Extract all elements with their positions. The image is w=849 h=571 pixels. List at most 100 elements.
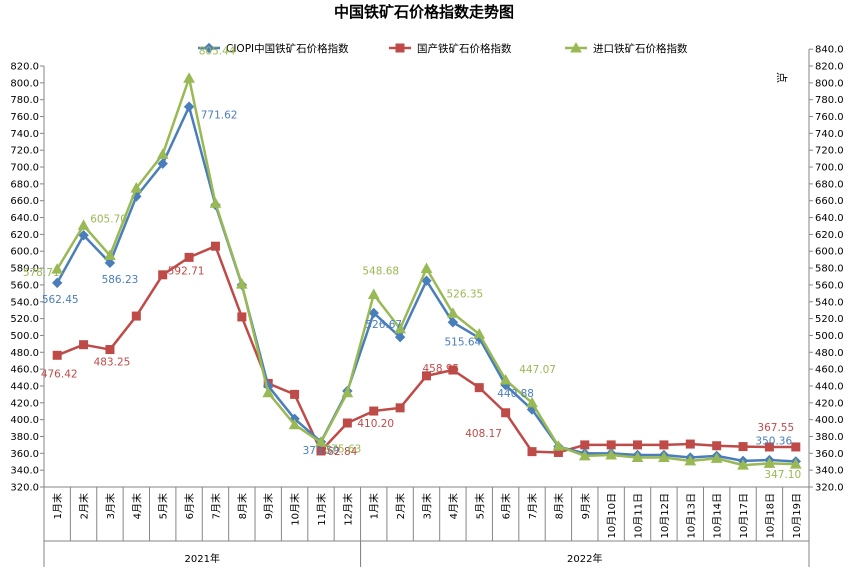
x-tick-label: 10月18日	[764, 493, 776, 538]
data-point	[77, 219, 90, 230]
legend: CIOPI中国铁矿石价格指数 国产铁矿石价格指数 进口铁矿石价格指数	[198, 41, 688, 55]
data-point	[527, 447, 537, 457]
data-label: 548.68	[362, 265, 399, 277]
data-point	[130, 182, 143, 193]
data-label: 526.35	[447, 288, 484, 300]
data-point	[156, 148, 169, 159]
data-labels: 562.45 586.23 771.62 373.59 526.67 515.64 440.…	[23, 45, 801, 481]
data-point	[51, 277, 63, 289]
right-tick-label: 640.0	[815, 213, 844, 224]
data-point	[104, 257, 116, 269]
left-tick-label: 640.0	[10, 213, 39, 224]
data-label: 447.07	[519, 364, 556, 376]
data-point	[184, 252, 194, 262]
x-tick-label: 10月10日	[606, 493, 618, 538]
right-tick-label: 400.0	[815, 415, 844, 426]
left-tick-label: 540.0	[10, 297, 39, 308]
left-tick-label: 400.0	[10, 415, 39, 426]
series-layer	[51, 72, 802, 470]
data-point	[105, 345, 115, 355]
data-point	[791, 442, 801, 452]
data-label: 476.42	[41, 368, 78, 380]
data-point	[237, 312, 247, 322]
right-tick-label: 360.0	[815, 449, 844, 460]
data-label: 483.25	[94, 357, 131, 369]
data-point	[315, 436, 327, 447]
data-label: 562.45	[42, 294, 79, 306]
right-axis-label: 点	[775, 72, 788, 83]
left-tick-label: 560.0	[10, 280, 39, 291]
data-point	[78, 230, 89, 241]
data-point	[420, 262, 433, 274]
x-tick-label: 7月末	[209, 493, 222, 519]
x-tick-label: 5月末	[473, 493, 486, 519]
left-tick-label: 500.0	[10, 331, 39, 342]
left-tick-label: 700.0	[10, 163, 39, 174]
x-tick-label: 12月末	[341, 493, 354, 526]
right-tick-label: 540.0	[815, 297, 844, 308]
data-point	[501, 408, 511, 418]
left-tick-label: 760.0	[10, 112, 39, 123]
data-point	[368, 307, 379, 319]
data-label: 408.17	[465, 428, 502, 440]
x-tick-label: 8月末	[552, 493, 565, 519]
x-tick-label: 10月14日	[712, 493, 724, 538]
data-point	[158, 270, 168, 280]
x-tick-label: 2月末	[78, 493, 91, 519]
right-tick-label: 680.0	[815, 179, 844, 190]
data-point	[580, 440, 590, 450]
data-point	[526, 396, 538, 408]
left-tick-label: 740.0	[10, 129, 39, 140]
data-label: 347.10	[764, 469, 801, 481]
data-point	[605, 448, 618, 460]
right-tick-label: 460.0	[815, 365, 844, 376]
right-tick-label: 580.0	[815, 264, 844, 275]
x-tick-label: 1月末	[51, 493, 64, 519]
x-tick-label: 3月末	[104, 493, 117, 519]
right-tick-label: 600.0	[815, 247, 844, 258]
data-point	[367, 288, 380, 299]
data-point	[104, 249, 116, 260]
x-tick-label: 11月末	[315, 493, 328, 526]
data-point	[369, 406, 379, 416]
data-label: 373.59	[303, 445, 340, 457]
data-point	[659, 440, 669, 450]
left-tick-label: 680.0	[10, 179, 39, 190]
right-tick-label: 320.0	[815, 483, 844, 494]
left-tick-label: 520.0	[10, 314, 39, 325]
left-tick-label: 780.0	[10, 95, 39, 106]
right-tick-label: 500.0	[815, 331, 844, 342]
right-tick-label: 380.0	[815, 432, 844, 443]
x-tick-label: 2月末	[394, 493, 407, 519]
right-tick-label: 620.0	[815, 230, 844, 241]
data-point	[210, 241, 220, 251]
group-label: 2021年	[185, 552, 220, 565]
legend-label: 国产铁矿石价格指数	[417, 42, 512, 55]
data-point	[789, 458, 802, 469]
data-label: 410.20	[357, 418, 394, 430]
right-tick-label: 700.0	[815, 163, 844, 174]
right-tick-label: 840.0	[815, 45, 844, 56]
left-tick-label: 720.0	[10, 146, 39, 157]
data-label: 586.23	[102, 274, 139, 286]
data-label: 515.64	[445, 336, 482, 348]
series-2	[51, 72, 802, 470]
data-point	[131, 311, 141, 321]
right-tick-label: 800.0	[815, 78, 844, 89]
x-tick-label: 3月末	[421, 493, 434, 519]
x-tick-label: 4月末	[130, 493, 143, 519]
data-point	[684, 454, 697, 466]
right-tick-label: 520.0	[815, 314, 844, 325]
data-point	[342, 418, 352, 428]
data-label: 375.63	[325, 443, 362, 455]
data-label: 771.62	[201, 110, 238, 122]
data-point	[52, 350, 62, 360]
data-point	[499, 373, 512, 385]
right-tick-label: 760.0	[815, 112, 844, 123]
x-tick-label: 1月末	[368, 493, 381, 519]
data-point	[710, 452, 723, 463]
left-tick-label: 360.0	[10, 449, 39, 460]
x-tick-label: 10月17日	[738, 493, 750, 538]
